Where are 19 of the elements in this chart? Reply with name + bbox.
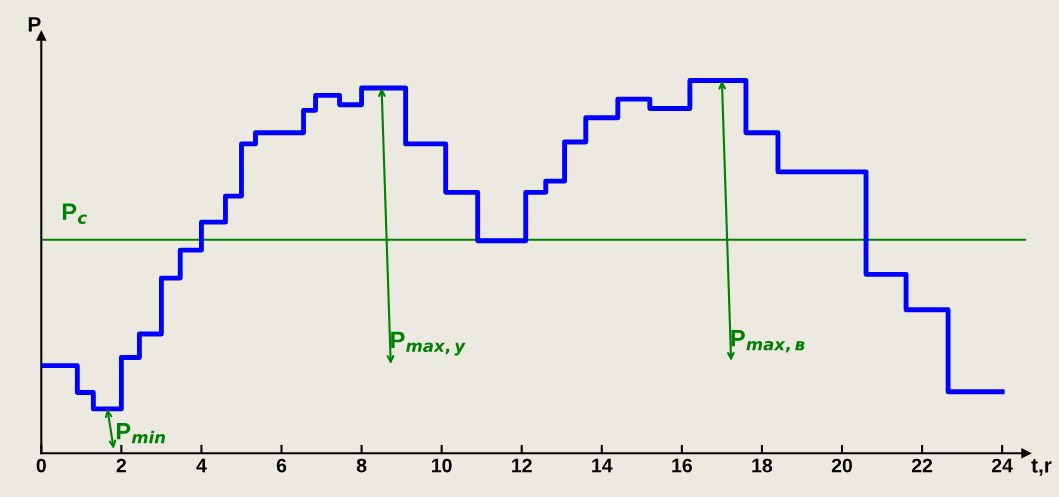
x-tick-label: 18 — [752, 458, 773, 473]
x-tick-label: 0 — [36, 458, 46, 473]
ref-line-label: P$_{c}$ — [62, 203, 87, 224]
x-tick-label: 22 — [911, 458, 933, 473]
x-tick-label: 10 — [432, 458, 452, 473]
x-axis-title: t,r — [1031, 458, 1052, 476]
annotation: P$_{max,в}$ — [731, 330, 805, 353]
annotation: P$_{max,y}$ — [391, 331, 466, 356]
y-axis-title: P — [28, 17, 41, 32]
annotation: P$_{min}$ — [116, 423, 166, 444]
x-tick-label: 2 — [116, 458, 126, 473]
x-tick-label: 6 — [276, 458, 287, 473]
x-tick-label: 24 — [992, 458, 1013, 473]
x-tick-label: 14 — [592, 458, 613, 473]
x-tick-label: 12 — [512, 458, 532, 473]
x-tick-label: 8 — [356, 458, 367, 473]
x-tick-label: 4 — [196, 458, 207, 473]
x-tick-label: 20 — [831, 458, 853, 473]
x-tick-label: 16 — [672, 458, 692, 473]
